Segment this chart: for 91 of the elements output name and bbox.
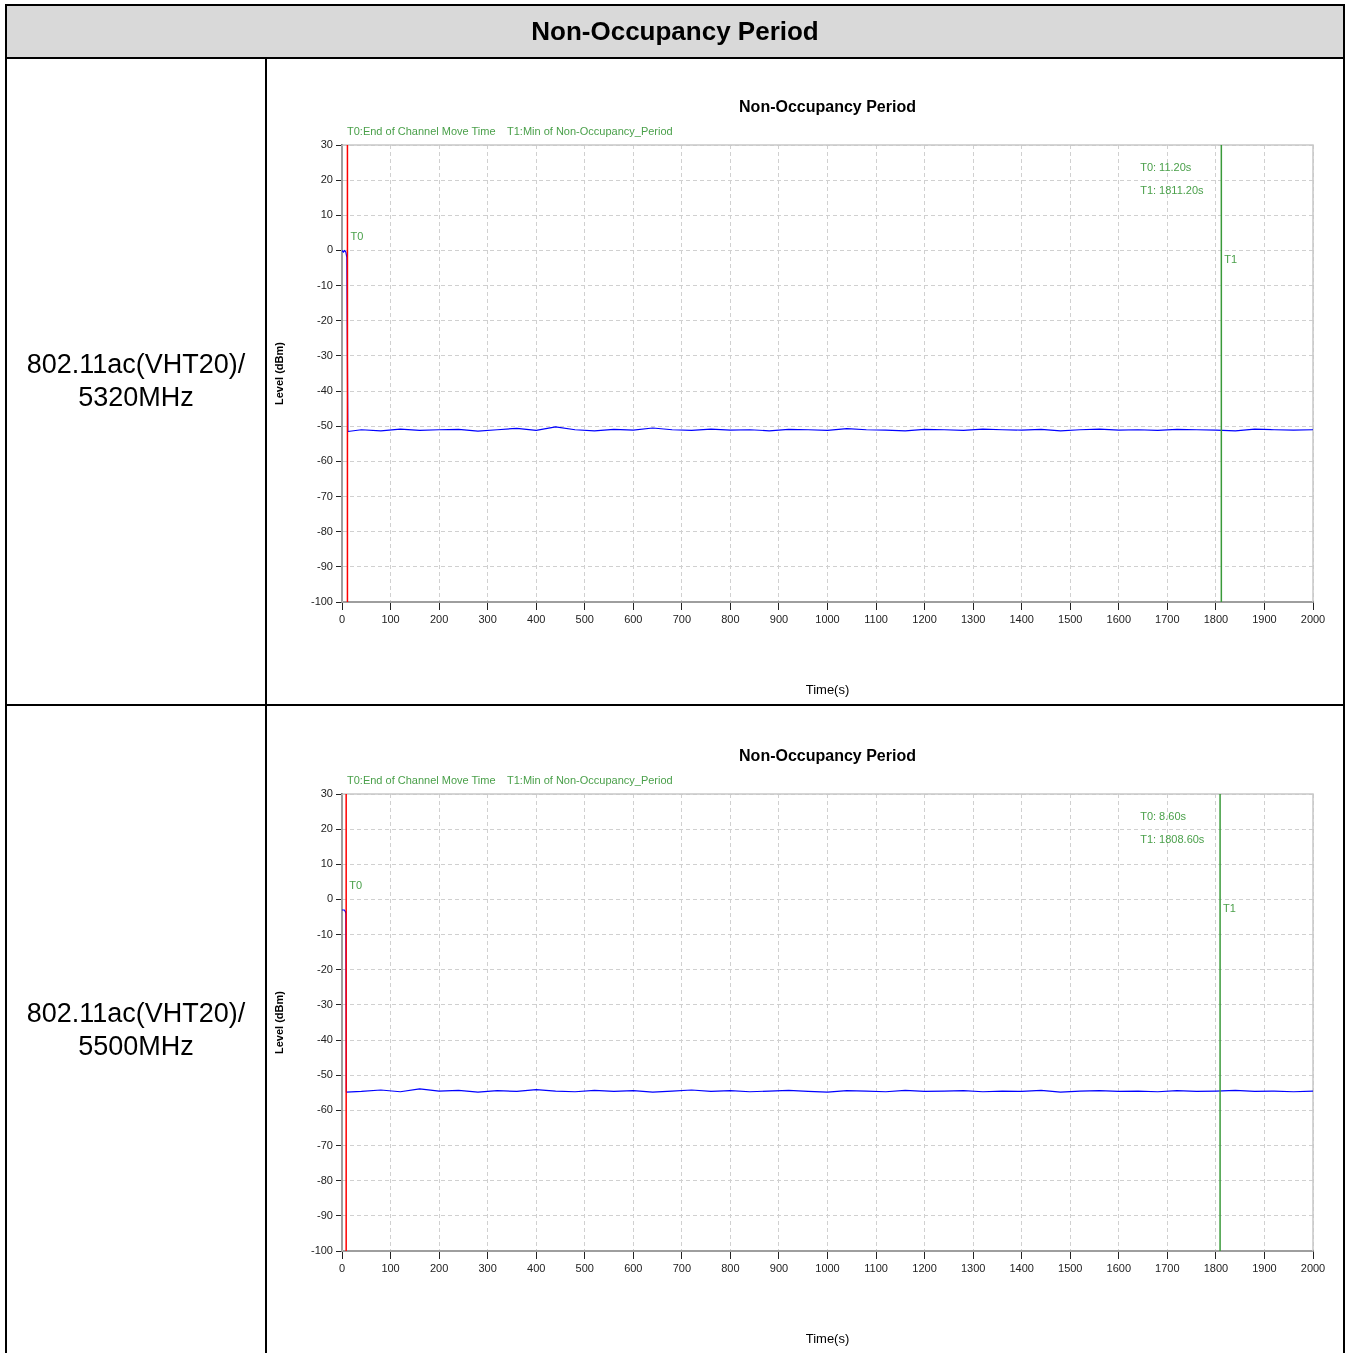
y-tick-label: -20: [317, 313, 333, 326]
y-tick-label: 30: [320, 787, 333, 800]
x-tick-label: 600: [624, 1261, 643, 1274]
x-tick-label: 0: [338, 1261, 346, 1274]
ref-line-label: T1: [1224, 253, 1238, 266]
x-tick-label: 1700: [1155, 1261, 1180, 1274]
y-tick-label: -90: [317, 1208, 333, 1221]
x-tick-label: 500: [575, 1261, 594, 1274]
text: T0:End of Channel Move Time: [347, 774, 496, 787]
x-tick-label: 400: [527, 612, 546, 625]
x-tick-label: 2000: [1300, 1261, 1326, 1274]
x-tick-label: 1200: [912, 1261, 937, 1274]
x-tick-label: 200: [429, 612, 449, 625]
x-tick-label: 1900: [1252, 1261, 1277, 1274]
x-tick-label: 1000: [815, 1261, 840, 1274]
y-tick-label: -80: [317, 1173, 333, 1186]
y-tick-label: 10: [320, 857, 333, 870]
x-tick-label: 400: [527, 1261, 546, 1274]
y-tick-label: 0: [326, 243, 333, 256]
y-tick-label: -90: [317, 559, 333, 572]
ref-line-label: T0: [349, 879, 363, 892]
y-tick-label: -40: [317, 384, 333, 397]
ref-line-label: T1: [1223, 902, 1236, 915]
y-tick-label: 30: [320, 138, 333, 151]
x-tick-label: 1400: [1009, 612, 1034, 625]
x-tick-label: 0: [338, 612, 346, 625]
text: T1:Min of Non-Occupancy_Period: [507, 125, 673, 138]
ref-line-label: T0: [350, 230, 364, 243]
y-tick-label: -70: [317, 489, 333, 502]
x-tick-label: 1600: [1106, 612, 1132, 625]
chart-title: Non-Occupancy Period: [739, 747, 916, 765]
y-tick-label: 20: [320, 173, 333, 186]
text: 802.11ac(VHT20)/ 5500MHz: [7, 706, 267, 1353]
x-tick-label: 300: [478, 1261, 497, 1274]
y-tick-label: 20: [320, 822, 333, 835]
y-tick-label: -30: [317, 348, 333, 361]
x-tick-label: 300: [478, 612, 497, 625]
y-tick-label: -100: [310, 1244, 333, 1257]
x-tick-label: 700: [672, 1261, 692, 1274]
x-tick-label: 1900: [1252, 612, 1277, 625]
y-tick-label: -100: [310, 595, 333, 608]
text: 802.11ac(VHT20)/ 5320MHz: [7, 57, 267, 704]
x-tick-label: 1300: [960, 1261, 986, 1274]
x-tick-label: 600: [624, 612, 643, 625]
x-tick-label: 700: [672, 612, 692, 625]
x-tick-label: 100: [381, 1261, 400, 1274]
x-tick-label: 900: [769, 612, 789, 625]
x-tick-label: 900: [769, 1261, 789, 1274]
text: Non-Occupancy Period: [5, 4, 1345, 59]
x-tick-label: 800: [721, 1261, 740, 1274]
y-tick-label: -80: [317, 524, 333, 537]
x-tick-label: 1800: [1203, 612, 1229, 625]
y-axis-title: Level (dBm): [272, 341, 285, 405]
y-tick-label: -10: [317, 278, 333, 291]
x-tick-label: 100: [381, 612, 400, 625]
x-tick-label: 1500: [1058, 612, 1083, 625]
x-tick-label: 500: [575, 612, 594, 625]
y-tick-label: -50: [317, 419, 333, 432]
annotation: T0: 11.20s: [1140, 161, 1192, 174]
x-tick-label: 200: [429, 1261, 449, 1274]
x-tick-label: 1200: [912, 612, 937, 625]
y-tick-label: -60: [317, 1103, 333, 1116]
annotation: T1: 1808.60s: [1140, 833, 1205, 846]
x-tick-label: 1500: [1058, 1261, 1083, 1274]
x-tick-label: 800: [721, 612, 740, 625]
y-tick-label: -50: [317, 1068, 333, 1081]
x-tick-label: 1100: [864, 1261, 888, 1274]
text: T1:Min of Non-Occupancy_Period: [507, 774, 673, 787]
annotation: T0: 8.60s: [1140, 810, 1187, 823]
x-tick-label: 1100: [864, 612, 888, 625]
y-tick-label: -30: [317, 997, 333, 1010]
x-tick-label: 1000: [815, 612, 840, 625]
x-tick-label: 1400: [1009, 1261, 1034, 1274]
y-tick-label: -20: [317, 962, 333, 975]
x-axis-title: Time(s): [805, 681, 850, 697]
x-tick-label: 1600: [1106, 1261, 1132, 1274]
y-tick-label: -10: [317, 927, 333, 940]
x-tick-label: 1700: [1155, 612, 1180, 625]
y-tick-label: 10: [320, 208, 333, 221]
x-tick-label: 1800: [1203, 1261, 1229, 1274]
x-tick-label: 1300: [960, 612, 986, 625]
text: T0:End of Channel Move Time: [347, 125, 496, 138]
annotation: T1: 1811.20s: [1140, 184, 1205, 197]
y-tick-label: -40: [317, 1033, 333, 1046]
chart-title: Non-Occupancy Period: [739, 98, 916, 116]
x-axis-title: Time(s): [805, 1330, 850, 1346]
y-tick-label: 0: [326, 892, 333, 905]
y-axis-title: Level (dBm): [272, 990, 285, 1054]
y-tick-label: -70: [317, 1138, 333, 1151]
x-tick-label: 2000: [1300, 612, 1326, 625]
y-tick-label: -60: [317, 454, 333, 467]
